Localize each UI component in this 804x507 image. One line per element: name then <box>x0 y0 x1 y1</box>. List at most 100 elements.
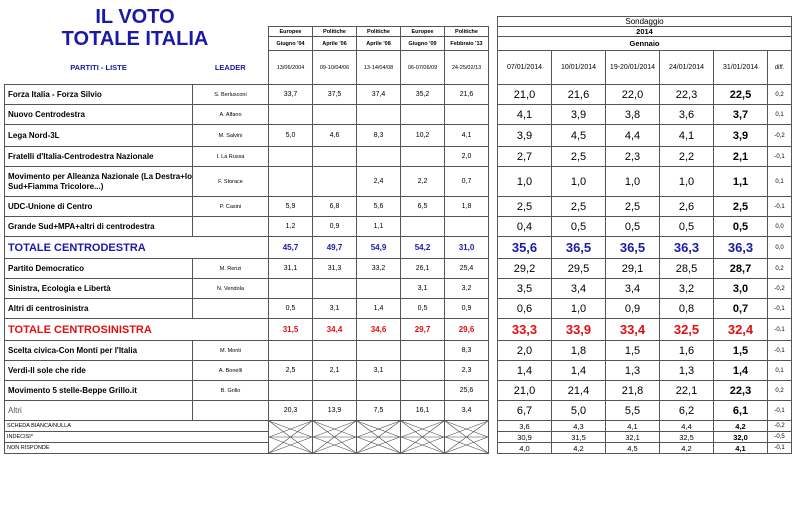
election-value <box>268 146 313 167</box>
gap-cell <box>489 279 498 299</box>
election-value: 35,2 <box>400 84 445 105</box>
election-range: 06-07/06/09 <box>400 50 445 85</box>
election-value: 0,9 <box>312 216 357 237</box>
survey-value: 21,8 <box>605 380 660 401</box>
election-type: Politiche <box>356 26 401 37</box>
gap-cell <box>489 105 498 125</box>
survey-value: 32,4 <box>713 318 768 341</box>
leader-name: P. Casini <box>192 196 269 217</box>
survey-value: 29,2 <box>497 258 552 279</box>
election-value <box>268 166 313 197</box>
gap-cell <box>489 432 498 443</box>
election-value: 0,5 <box>400 298 445 319</box>
election-value: 2,2 <box>400 166 445 197</box>
election-value <box>312 146 357 167</box>
footer-value: 4,0 <box>497 442 552 454</box>
survey-value: 21,0 <box>497 84 552 105</box>
election-date: Aprile '08 <box>356 36 401 51</box>
gap-cell <box>489 27 498 37</box>
election-value: 45,7 <box>268 236 313 259</box>
leader-name: A. Bonelli <box>192 360 269 381</box>
survey-value: 2,5 <box>605 196 660 217</box>
election-value: 3,4 <box>444 400 489 421</box>
survey-value: 21,0 <box>497 380 552 401</box>
footer-value: 31,5 <box>551 431 606 443</box>
election-value <box>268 380 313 401</box>
party-name: Fratelli d'Italia-Centrodestra Nazionale <box>4 146 193 167</box>
blank-cell <box>5 27 269 37</box>
survey-value: 4,4 <box>605 124 660 147</box>
survey-value: 3,4 <box>605 278 660 299</box>
survey-value: 0,5 <box>605 216 660 237</box>
party-row: UDC-Unione di Centro P. Casini 5,9 6,8 5,6 6,… <box>4 196 792 217</box>
election-value: 3,1 <box>312 298 357 319</box>
crossed-cell <box>312 420 357 454</box>
party-row: Altri di centrosinistra 0,5 3,1 1,4 0,5 0,9 0,… <box>4 298 792 319</box>
survey-value: 0,5 <box>713 216 768 237</box>
gap-cell <box>489 217 498 237</box>
survey-value: 2,5 <box>551 146 606 167</box>
election-value: 25,4 <box>444 258 489 279</box>
crossed-cell <box>356 420 401 454</box>
survey-value: 3,6 <box>659 104 714 125</box>
election-range: 24-25/02/13 <box>444 50 489 85</box>
cross-pattern-icon <box>357 421 400 453</box>
election-value: 31,0 <box>444 236 489 259</box>
survey-value: 1,4 <box>551 360 606 381</box>
election-value: 2,5 <box>268 360 313 381</box>
gap-cell <box>489 381 498 401</box>
survey-value: 5,5 <box>605 400 660 421</box>
party-row: Scelta civica-Con Monti per l'Italia M. M… <box>4 340 792 361</box>
election-value: 3,2 <box>444 278 489 299</box>
election-value <box>356 278 401 299</box>
diff-value: -0,1 <box>767 146 792 167</box>
blank-cell <box>357 17 401 27</box>
election-value: 2,1 <box>312 360 357 381</box>
election-value: 6,8 <box>312 196 357 217</box>
election-value: 10,2 <box>400 124 445 147</box>
election-value <box>356 146 401 167</box>
survey-value: 22,3 <box>659 84 714 105</box>
election-range: 13-14/04/08 <box>356 50 401 85</box>
election-type: Europee <box>400 26 445 37</box>
party-row: Forza Italia - Forza Silvio S. Berlusconi… <box>4 84 792 105</box>
election-date: Giugno '04 <box>268 36 313 51</box>
survey-value: 28,7 <box>713 258 768 279</box>
party-row: Grande Sud+MPA+altri di centrodestra 1,2 0… <box>4 216 792 237</box>
survey-value: 1,8 <box>551 340 606 361</box>
election-value: 33,7 <box>268 84 313 105</box>
party-name: Sinistra, Ecologia e Libertà <box>4 278 193 299</box>
election-value <box>312 340 357 361</box>
col-leader: LEADER <box>214 62 246 72</box>
survey-value: 22,1 <box>659 380 714 401</box>
party-name: Movimento 5 stelle-Beppe Grillo.it <box>4 380 193 401</box>
survey-value: 1,1 <box>713 166 768 197</box>
gap-cell <box>489 51 498 85</box>
gap-cell <box>489 167 498 197</box>
election-value: 2,0 <box>444 146 489 167</box>
survey-value: 6,1 <box>713 400 768 421</box>
election-value <box>444 216 489 237</box>
survey-value: 5,0 <box>551 400 606 421</box>
party-name: UDC-Unione di Centro <box>4 196 193 217</box>
diff-value: 0,1 <box>767 360 792 381</box>
survey-value: 0,4 <box>497 216 552 237</box>
blank-cell <box>313 17 357 27</box>
survey-value: 1,4 <box>497 360 552 381</box>
survey-value: 1,0 <box>497 166 552 197</box>
election-date: Febbraio '13 <box>444 36 489 51</box>
survey-value: 1,0 <box>605 166 660 197</box>
survey-value: 1,0 <box>551 298 606 319</box>
election-value <box>312 278 357 299</box>
footer-value: 4,2 <box>659 442 714 454</box>
cross-pattern-icon <box>445 421 488 453</box>
leader-name: M. Monti <box>192 340 269 361</box>
footer-value: 32,0 <box>713 431 768 443</box>
diff-value: 0,2 <box>767 380 792 401</box>
election-value: 13,9 <box>312 400 357 421</box>
header-row-sondaggio: Sondaggio <box>5 16 792 27</box>
diff-value: -0,1 <box>767 318 792 341</box>
diff-value: 0,1 <box>767 104 792 125</box>
gap-cell <box>489 125 498 147</box>
election-value: 1,2 <box>268 216 313 237</box>
